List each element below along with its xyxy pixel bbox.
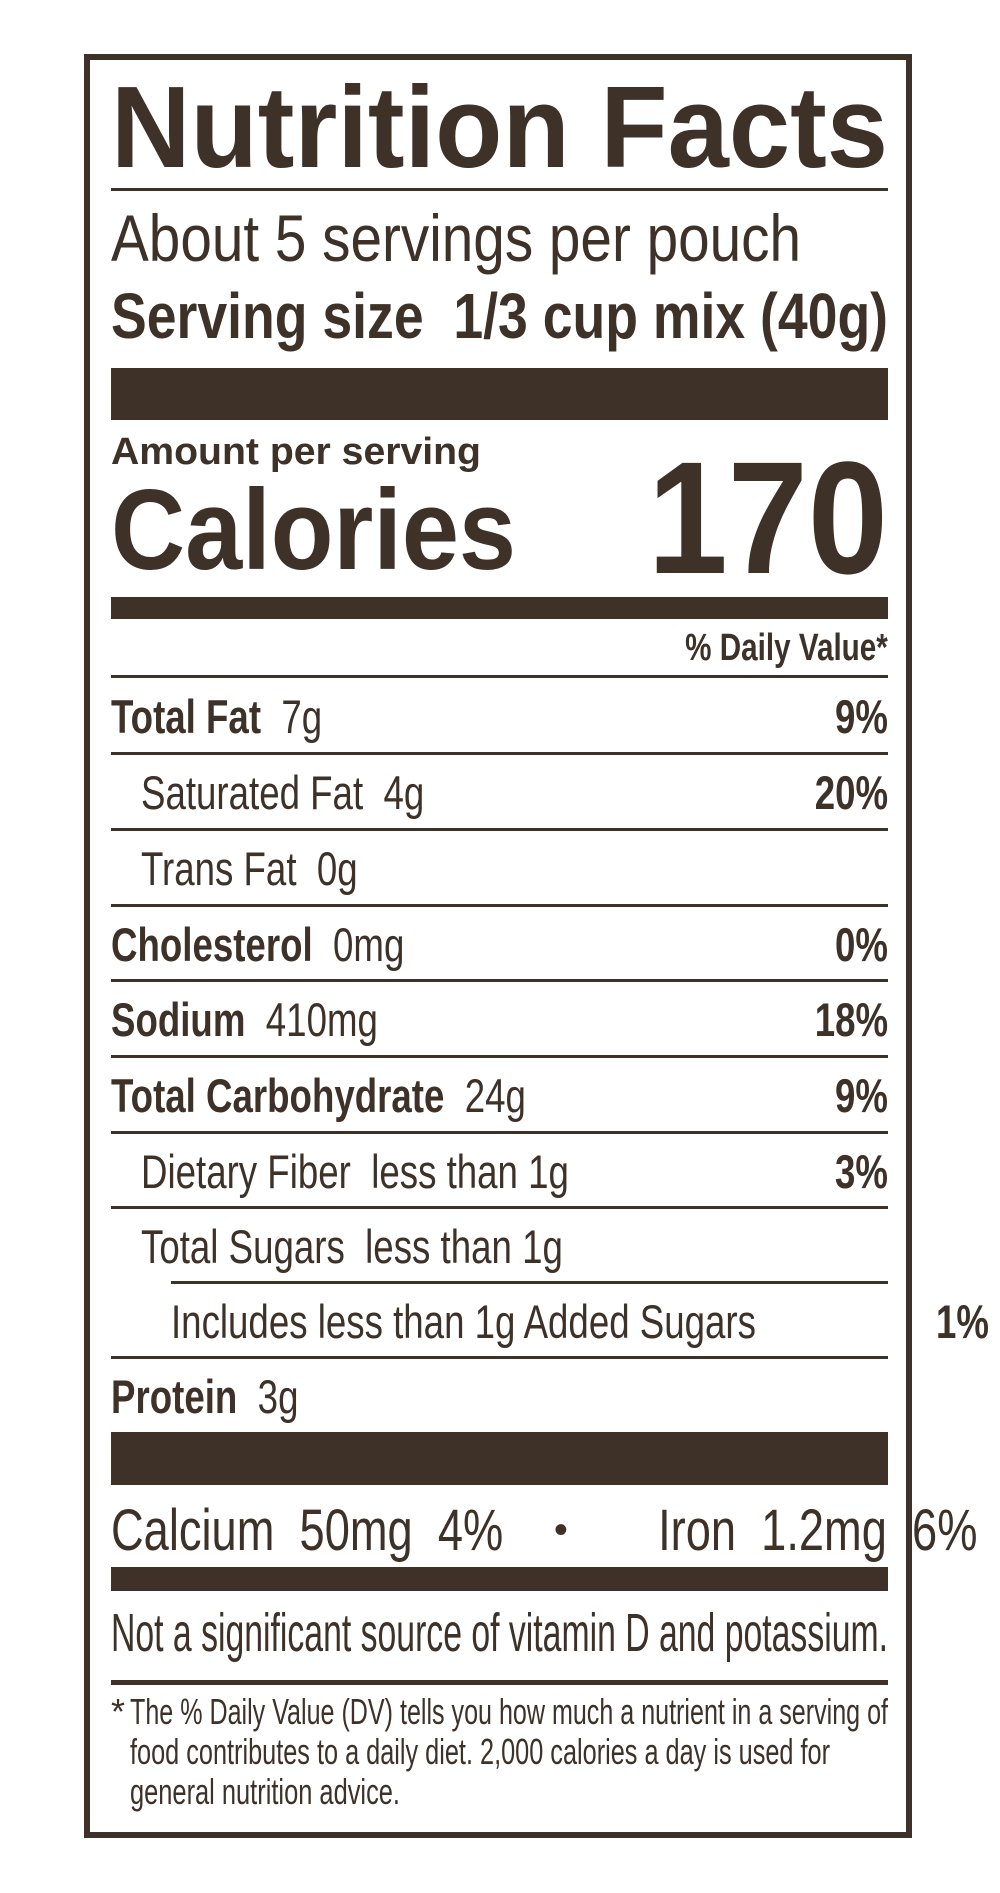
nutrient-name: Dietary Fiber xyxy=(141,1144,351,1198)
divider xyxy=(111,188,888,191)
nutrient-name: Sodium xyxy=(111,992,246,1046)
nutrient-name: Total Carbohydrate xyxy=(111,1068,445,1122)
calories-label: Calories xyxy=(111,472,888,590)
nutrient-daily-value: 0% xyxy=(835,917,888,971)
row-divider xyxy=(111,1055,888,1058)
nutrient-row: Total Carbohydrate 24g 9% xyxy=(111,1057,888,1133)
nutrient-amount: 7g xyxy=(281,689,323,743)
footnote-line: food contributes to a daily diet. 2,000 … xyxy=(130,1731,830,1772)
footnote-asterisk: * xyxy=(111,1691,126,1732)
not-significant-text: Not a significant source of vitamin D an… xyxy=(111,1603,888,1663)
nutrient-row: Protein 3g xyxy=(111,1358,888,1434)
nutrient-amount: 3g xyxy=(257,1369,299,1423)
row-divider xyxy=(111,828,888,831)
nutrient-label: Saturated Fat 4g xyxy=(141,765,424,820)
thick-bar xyxy=(111,1432,888,1485)
minerals-row: Calcium 50mg 4% • Iron 1.2mg 6% xyxy=(111,1495,977,1565)
row-divider xyxy=(111,904,888,907)
nutrient-row: Total Sugars less than 1g xyxy=(111,1208,888,1284)
nutrient-amount: 24g xyxy=(464,1068,526,1122)
calories-value-text: 170 xyxy=(647,428,888,607)
servings-text: About 5 servings per pouch xyxy=(111,201,801,275)
nutrient-name: Saturated Fat xyxy=(141,765,364,819)
nutrient-row: Saturated Fat 4g 20% xyxy=(111,754,888,830)
calories-value: 170 xyxy=(111,438,888,598)
row-divider xyxy=(111,979,888,982)
calcium: Calcium 50mg 4% xyxy=(111,1497,504,1563)
nutrient-label: Total Carbohydrate 24g xyxy=(111,1068,526,1123)
nutrient-label: Trans Fat 0g xyxy=(141,841,358,896)
daily-value-header: % Daily Value* xyxy=(111,624,888,672)
nutrient-daily-value: 18% xyxy=(814,992,888,1046)
nutrient-row: Includes less than 1g Added Sugars 1% xyxy=(111,1283,989,1359)
not-significant-statement: Not a significant source of vitamin D an… xyxy=(111,1598,888,1668)
footnote: * The % Daily Value (DV) tells you how m… xyxy=(111,1692,888,1812)
nutrient-label: Dietary Fiber less than 1g xyxy=(141,1144,569,1199)
calories-label-text: Calories xyxy=(111,467,516,594)
nutrient-label: Protein 3g xyxy=(111,1369,298,1424)
footnote-line: general nutrition advice. xyxy=(130,1771,400,1812)
nutrition-label-border xyxy=(84,54,912,1838)
nutrient-amount: 410mg xyxy=(265,992,378,1046)
servings-per-container: About 5 servings per pouch xyxy=(111,200,888,276)
medium-bar xyxy=(111,1567,888,1591)
row-divider xyxy=(111,1206,888,1209)
nutrient-row: Total Fat 7g 9% xyxy=(111,678,888,754)
nutrient-daily-value: 9% xyxy=(835,689,888,743)
daily-value-header-text: % Daily Value* xyxy=(685,627,888,669)
nutrient-row: Trans Fat 0g xyxy=(111,830,888,906)
nutrient-name: Includes less than 1g Added Sugars xyxy=(171,1294,756,1348)
nutrient-name: Cholesterol xyxy=(111,917,313,971)
serving-size-label: Serving size xyxy=(111,280,424,352)
nutrient-daily-value: 1% xyxy=(935,1294,989,1348)
nutrient-row: Dietary Fiber less than 1g 3% xyxy=(111,1133,888,1209)
row-divider xyxy=(171,1281,888,1284)
nutrient-name: Protein xyxy=(111,1369,238,1423)
bullet-separator: • xyxy=(553,1507,568,1552)
nutrient-label: Includes less than 1g Added Sugars xyxy=(171,1294,756,1349)
serving-size-value: 1/3 cup mix (40g) xyxy=(453,280,888,352)
nutrient-amount: 4g xyxy=(383,765,425,819)
nutrient-label: Total Fat 7g xyxy=(111,689,322,744)
nutrient-row: Sodium 410mg 18% xyxy=(111,981,888,1057)
thick-bar xyxy=(111,368,888,420)
nutrient-label: Total Sugars less than 1g xyxy=(141,1219,563,1274)
iron: Iron 1.2mg 6% xyxy=(657,1497,978,1563)
amount-per-serving-text: Amount per serving xyxy=(111,431,482,473)
nutrient-name: Total Fat xyxy=(111,689,262,743)
footnote-line: The % Daily Value (DV) tells you how muc… xyxy=(130,1691,888,1732)
nutrient-name: Total Sugars xyxy=(141,1219,345,1273)
divider xyxy=(111,675,888,678)
nutrient-daily-value: 3% xyxy=(835,1144,888,1198)
nutrient-amount: less than 1g xyxy=(371,1144,569,1198)
nutrient-row: Cholesterol 0mg 0% xyxy=(111,906,888,982)
nutrient-label: Sodium 410mg xyxy=(111,992,378,1047)
serving-size: Serving size 1/3 cup mix (40g) xyxy=(111,278,888,354)
title-text: Nutrition Facts xyxy=(111,62,888,192)
row-divider xyxy=(111,1131,888,1134)
medium-bar xyxy=(111,597,888,619)
divider xyxy=(111,1680,888,1685)
amount-per-serving: Amount per serving xyxy=(111,430,888,474)
row-divider xyxy=(111,752,888,755)
nutrient-amount: 0g xyxy=(316,841,358,895)
row-divider xyxy=(111,1356,888,1359)
nutrient-name: Trans Fat xyxy=(141,841,297,895)
nutrient-daily-value: 9% xyxy=(835,1068,888,1122)
nutrient-amount: less than 1g xyxy=(365,1219,563,1273)
nutrient-daily-value: 20% xyxy=(814,765,888,819)
nutrient-amount: 0mg xyxy=(333,917,405,971)
nutrient-label: Cholesterol 0mg xyxy=(111,917,404,972)
serving-size-text: Serving size 1/3 cup mix (40g) xyxy=(111,278,888,354)
title: Nutrition Facts xyxy=(111,62,888,192)
